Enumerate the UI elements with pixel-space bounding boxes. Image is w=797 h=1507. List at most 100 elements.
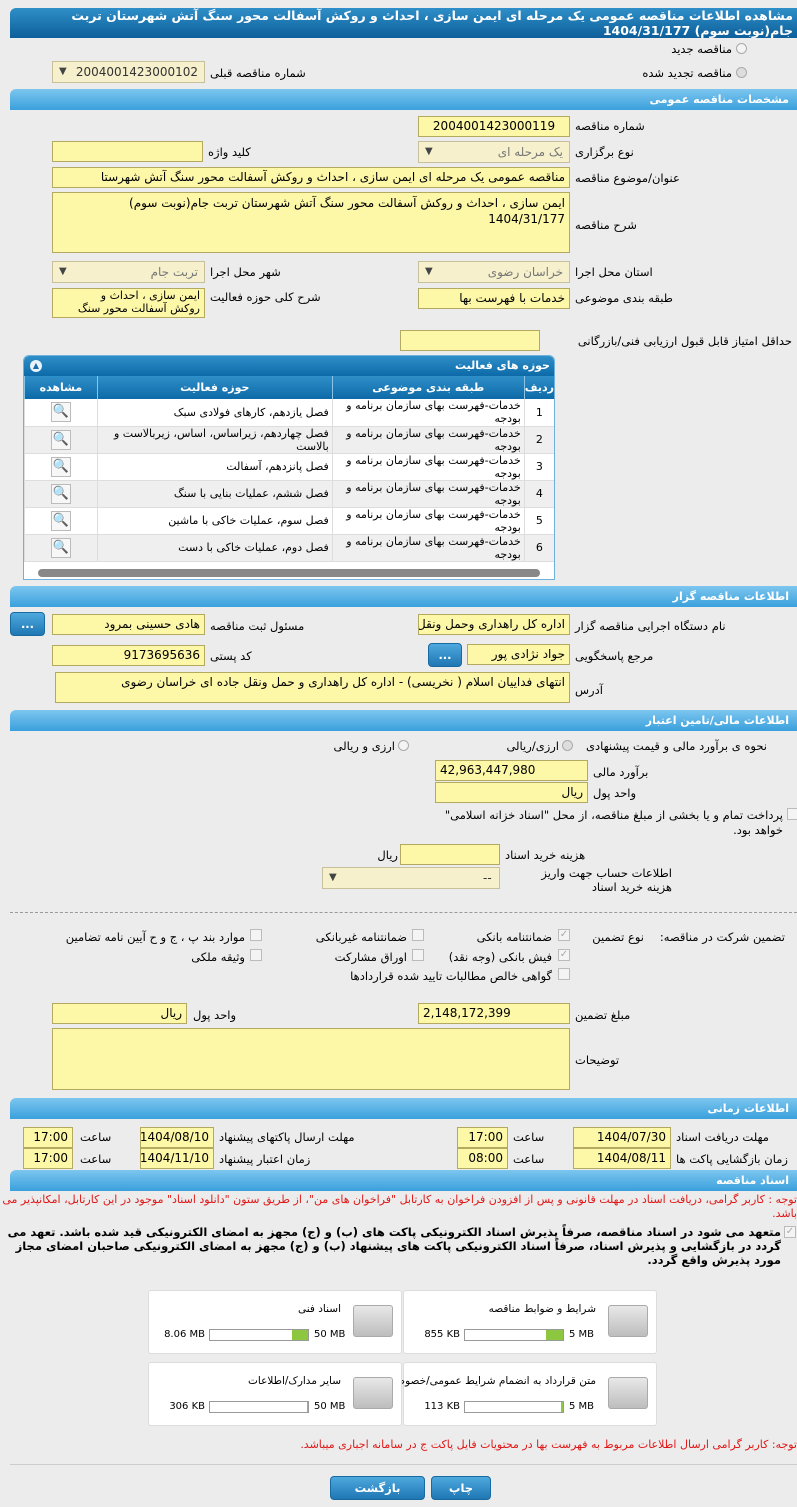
row-number: 1 bbox=[523, 399, 554, 427]
section-general: مشخصات مناقصه عمومی bbox=[10, 89, 797, 110]
send-time-field[interactable]: 17:00 bbox=[23, 1127, 73, 1148]
document-file-box[interactable]: متن قرارداد به انضمام شرایط عمومی/خصوصی … bbox=[387, 1362, 657, 1426]
min-score-field[interactable] bbox=[400, 330, 540, 351]
ref-label: مرجع پاسخگویی bbox=[575, 649, 654, 663]
property-label: وثیقه ملکی bbox=[191, 950, 245, 964]
city-select[interactable]: تربت جام ▼ bbox=[52, 261, 205, 283]
receivables-label: گواهی خالص مطالبات تایید شده قراردادها bbox=[350, 969, 552, 983]
prev-number-select[interactable]: 2004001423000102 ▼ bbox=[52, 61, 205, 83]
subject-field[interactable]: مناقصه عمومی یک مرحله ای ایمن سازی ، احد… bbox=[52, 167, 570, 188]
resp-field[interactable]: هادی حسینی بمرود bbox=[52, 614, 205, 635]
bonds-checkbox[interactable] bbox=[412, 949, 424, 961]
view-details-icon[interactable]: 🔍 bbox=[50, 456, 71, 477]
document-file-box[interactable]: اسناد فنی 50 MB 8.06 MB bbox=[148, 1290, 402, 1354]
account-label: اطلاعات حساب جهت واریز هزینه خرید اسناد bbox=[541, 866, 672, 894]
table-row: 3 خدمات-فهرست بهای سازمان برنامه و بودجه ف… bbox=[24, 453, 554, 481]
notes-textarea[interactable] bbox=[52, 1028, 570, 1090]
horizontal-scrollbar[interactable] bbox=[38, 569, 540, 577]
category-field[interactable]: خدمات با فهرست بها bbox=[418, 288, 570, 309]
view-details-icon[interactable]: 🔍 bbox=[50, 537, 71, 558]
chevron-down-icon: ▼ bbox=[425, 146, 433, 157]
account-select[interactable]: -- ▼ bbox=[322, 867, 500, 889]
folder-icon bbox=[608, 1305, 648, 1337]
view-details-icon[interactable]: 🔍 bbox=[50, 483, 71, 504]
receivables-checkbox[interactable] bbox=[558, 968, 570, 980]
row-area: فصل ششم، عملیات بنایی با سنگ bbox=[96, 480, 333, 508]
row-number: 5 bbox=[523, 507, 554, 535]
postal-label: کد پستی bbox=[210, 649, 252, 663]
view-details-icon[interactable]: 🔍 bbox=[50, 429, 71, 450]
open-label: زمان بازگشایی پاکت ها bbox=[676, 1152, 788, 1166]
prev-number-value: 2004001423000102 bbox=[75, 65, 198, 79]
guarantee-amount-field[interactable]: 2,148,172,399 bbox=[418, 1003, 570, 1024]
chevron-down-icon: ▼ bbox=[425, 266, 433, 277]
doc-deadline-label: مهلت دریافت اسناد bbox=[676, 1130, 769, 1144]
estimate-field[interactable]: 42,963,447,980 bbox=[435, 760, 588, 781]
print-button[interactable]: چاپ bbox=[431, 1476, 491, 1500]
col-row: ردیف bbox=[523, 376, 554, 399]
commit-checkbox[interactable]: ✓ bbox=[784, 1226, 796, 1238]
collapse-icon[interactable]: ▲ bbox=[30, 360, 42, 372]
bank-guarantee-checkbox[interactable]: ✓ bbox=[558, 929, 570, 941]
back-button[interactable]: بازگشت bbox=[330, 1476, 425, 1500]
bank-guarantee-label: ضمانتنامه بانکی bbox=[476, 930, 552, 944]
type-select[interactable]: یک مرحله ای ▼ bbox=[418, 141, 570, 163]
file-progress-bar bbox=[209, 1329, 309, 1341]
property-checkbox[interactable] bbox=[250, 949, 262, 961]
province-select[interactable]: خراسان رضوی ▼ bbox=[418, 261, 570, 283]
rial-radio[interactable] bbox=[562, 740, 573, 751]
number-field[interactable]: 2004001423000119 bbox=[418, 116, 570, 137]
ref-field[interactable]: جواد نژادی پور bbox=[467, 644, 570, 665]
desc-textarea[interactable]: ایمن سازی ، احداث و روکش آسفالت محور سنگ… bbox=[52, 192, 570, 253]
open-time-field[interactable]: 08:00 bbox=[457, 1148, 508, 1169]
view-details-icon[interactable]: 🔍 bbox=[50, 510, 71, 531]
file-name: شرایط و ضوابط مناقصه bbox=[488, 1303, 596, 1315]
resp-select-button[interactable]: ... bbox=[10, 612, 45, 636]
document-file-box[interactable]: سایر مدارک/اطلاعات 50 MB 306 KB bbox=[148, 1362, 402, 1426]
file-max: 5 MB bbox=[569, 1401, 595, 1412]
currency-field[interactable]: ریال bbox=[435, 782, 588, 803]
section-organizer: اطلاعات مناقصه گزار bbox=[10, 586, 797, 607]
row-category: خدمات-فهرست بهای سازمان برنامه و بودجه bbox=[331, 453, 525, 481]
view-details-icon[interactable]: 🔍 bbox=[50, 402, 71, 423]
section-docs: اسناد مناقصه bbox=[10, 1170, 797, 1191]
keyword-field[interactable] bbox=[52, 141, 203, 162]
valid-time-field[interactable]: 17:00 bbox=[23, 1148, 73, 1169]
org-field[interactable]: اداره کل راهداری وحمل ونقل bbox=[418, 614, 570, 635]
send-field[interactable]: 1404/08/10 bbox=[140, 1127, 214, 1148]
currency-rial-radio[interactable] bbox=[398, 740, 409, 751]
doc-deadline-field[interactable]: 1404/07/30 bbox=[573, 1127, 671, 1148]
document-file-box[interactable]: شرایط و ضوابط مناقصه 5 MB 855 KB bbox=[403, 1290, 657, 1354]
file-name: متن قرارداد به انضمام شرایط عمومی/خصوصی bbox=[387, 1375, 596, 1387]
notes-label: توضیحات bbox=[575, 1053, 620, 1067]
activity-desc-listbox[interactable]: ایمن سازی ، احداث و روکش آسفالت محور سنگ bbox=[52, 288, 205, 318]
file-progress-bar bbox=[209, 1401, 309, 1413]
new-tender-radio[interactable] bbox=[736, 43, 747, 54]
open-field[interactable]: 1404/08/11 bbox=[573, 1148, 671, 1169]
renewed-tender-radio[interactable] bbox=[736, 67, 747, 78]
postal-field[interactable]: 9173695636 bbox=[52, 645, 205, 666]
cash-checkbox[interactable]: ✓ bbox=[558, 949, 570, 961]
nonbank-checkbox[interactable] bbox=[412, 929, 424, 941]
clauses-checkbox[interactable] bbox=[250, 929, 262, 941]
estimate-label: برآورد مالی bbox=[593, 765, 649, 779]
file-max: 5 MB bbox=[569, 1329, 595, 1340]
file-size: 8.06 MB bbox=[164, 1329, 205, 1340]
guarantee-currency-field[interactable]: ریال bbox=[52, 1003, 187, 1024]
address-textarea[interactable]: انتهای فداییان اسلام ( نخریسی) - اداره ک… bbox=[55, 672, 570, 703]
col-category: طبقه بندی موضوعی bbox=[331, 376, 525, 399]
doc-fee-label: هزینه خرید اسناد bbox=[505, 848, 586, 862]
ref-select-button[interactable]: ... bbox=[428, 643, 462, 667]
folder-icon bbox=[353, 1377, 393, 1409]
doc-fee-field[interactable] bbox=[400, 844, 500, 865]
divider bbox=[10, 1464, 797, 1465]
treasury-checkbox[interactable] bbox=[787, 808, 797, 820]
activities-table: حوزه های فعالیت ▲ ردیف طبقه بندی موضوعی حوز… bbox=[23, 355, 555, 580]
row-category: خدمات-فهرست بهای سازمان برنامه و بودجه bbox=[331, 399, 525, 427]
chevron-down-icon: ▼ bbox=[329, 872, 337, 883]
valid-field[interactable]: 1404/11/10 bbox=[140, 1148, 214, 1169]
cash-label: فیش بانکی (وجه نقد) bbox=[448, 950, 552, 964]
doc-time-field[interactable]: 17:00 bbox=[457, 1127, 508, 1148]
footer-note: توجه: کاربر گرامی ارسال اطلاعات مربوط به… bbox=[300, 1438, 797, 1451]
